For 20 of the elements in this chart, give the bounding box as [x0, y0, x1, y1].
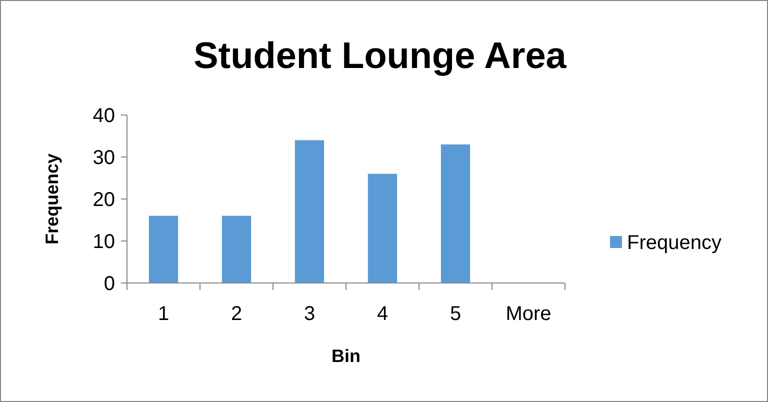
x-tick-label: 4: [376, 303, 388, 325]
y-tick-label: 30: [92, 147, 115, 169]
bar: [222, 216, 252, 283]
legend-label: Frequency: [627, 232, 722, 254]
y-axis-title: Frequency: [42, 153, 62, 245]
x-tick-label: 5: [450, 303, 462, 325]
y-tick-label: 10: [92, 231, 115, 253]
x-tick-label: 1: [158, 303, 170, 325]
x-tick-label: 3: [304, 303, 316, 325]
y-tick-label: 0: [104, 273, 115, 295]
x-tick-label: 2: [230, 303, 242, 325]
chart-title: Student Lounge Area: [194, 35, 567, 76]
bar: [294, 140, 324, 283]
y-tick-label: 40: [92, 105, 115, 127]
bar: [148, 216, 178, 283]
x-axis-title: Bin: [332, 346, 360, 366]
bar: [368, 174, 398, 283]
bar: [440, 144, 470, 283]
y-tick-label: 20: [92, 189, 115, 211]
x-tick-label: More: [506, 303, 552, 325]
